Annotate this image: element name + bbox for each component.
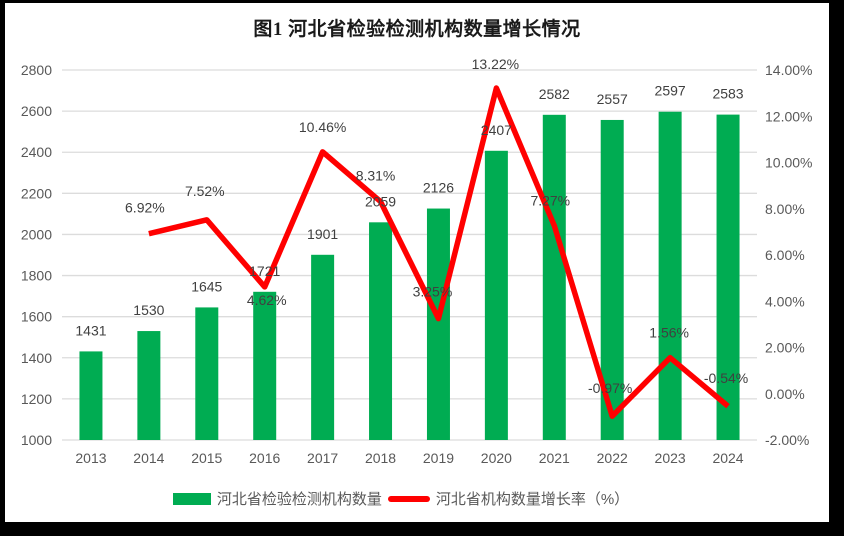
x-axis-tick-label: 2021 <box>539 450 570 466</box>
line-value-label: 6.92% <box>125 200 165 216</box>
bar-2024 <box>716 114 740 440</box>
line-value-label: 1.56% <box>649 325 689 341</box>
bar-value-label: 2126 <box>423 180 454 196</box>
bar-value-label: 2583 <box>712 86 743 102</box>
bar-2021 <box>542 114 566 441</box>
y-axis-right-tick-label: 0.00% <box>765 386 805 402</box>
bar-value-label: 2059 <box>365 193 396 209</box>
bar-2023 <box>658 111 682 440</box>
bar-2016 <box>253 291 277 440</box>
y-axis-right-tick-label: 2.00% <box>765 340 805 356</box>
line-value-label: 13.22% <box>472 56 519 72</box>
y-axis-left-tick-label: 2200 <box>21 185 52 201</box>
y-axis-right-tick-label: 12.00% <box>765 108 812 124</box>
x-axis-tick-label: 2018 <box>365 450 396 466</box>
y-axis-right-tick-label: -2.00% <box>765 432 809 448</box>
legend-line-label: 河北省机构数量增长率（%） <box>435 491 630 508</box>
line-value-label: 7.27% <box>530 193 570 209</box>
line-value-label: 7.52% <box>185 183 225 199</box>
legend-item-bars: 河北省检验检测机构数量 <box>172 488 382 509</box>
line-value-label: -0.97% <box>588 380 632 396</box>
x-axis-tick-label: 2020 <box>481 450 512 466</box>
bar-value-label: 2582 <box>539 86 570 102</box>
bar-2014 <box>137 331 161 440</box>
x-axis-tick-label: 2023 <box>655 450 686 466</box>
bar-value-label: 1721 <box>249 263 280 279</box>
x-axis-tick-label: 2017 <box>307 450 338 466</box>
bar-value-label: 2557 <box>597 91 628 107</box>
chart-plot: 1000 1200 1400 1600 1800 2000 2200 2400 2600 2800… <box>21 56 813 466</box>
bar-value-label: 2597 <box>655 83 686 99</box>
y-axis-right-tick-label: 8.00% <box>765 201 805 217</box>
x-axis-tick-label: 2013 <box>75 450 106 466</box>
bar-value-label: 1645 <box>191 278 222 294</box>
bar-2019 <box>426 208 450 440</box>
bar-2022 <box>600 119 624 440</box>
x-axis-tick-label: 2016 <box>249 450 280 466</box>
bar-2020 <box>484 150 508 441</box>
legend-item-line: 河北省机构数量增长率（%） <box>387 488 630 509</box>
line-series-swatch-icon <box>387 495 430 502</box>
y-axis-left-tick-label: 1600 <box>21 309 52 325</box>
y-axis-left-tick-label: 2600 <box>21 103 52 119</box>
line-value-label: 4.62% <box>247 292 287 308</box>
x-axis-tick-label: 2024 <box>712 450 743 466</box>
bar-series-swatch-icon <box>172 492 211 505</box>
x-axis-tick-label: 2019 <box>423 450 454 466</box>
bar-value-label: 1530 <box>133 302 164 318</box>
chart-title: 图1 河北省检验检测机构数量增长情况 <box>253 19 581 40</box>
y-axis-right-tick-label: 14.00% <box>765 62 812 78</box>
chart-frame: 图1 河北省检验检测机构数量增长情况 1000 1200 1400 1600 1800 2… <box>5 3 829 522</box>
bar-value-label: 2407 <box>481 122 512 138</box>
line-value-label: 3.25% <box>413 284 453 300</box>
bar-value-label: 1431 <box>75 322 106 338</box>
bar-2013 <box>79 351 103 440</box>
y-axis-left-tick-label: 1000 <box>21 432 52 448</box>
y-axis-left-tick-label: 1800 <box>21 268 52 284</box>
x-axis-tick-label: 2022 <box>597 450 628 466</box>
y-axis-left-tick-label: 2000 <box>21 226 52 242</box>
y-axis-left-tick-label: 2800 <box>21 62 52 78</box>
x-axis-tick-label: 2014 <box>133 450 164 466</box>
bar-2015 <box>195 307 219 440</box>
line-value-label: -0.54% <box>704 370 748 386</box>
chart-legend: 河北省检验检测机构数量 河北省机构数量增长率（%） <box>0 488 813 509</box>
line-value-label: 8.31% <box>356 168 396 184</box>
y-axis-left-tick-label: 1200 <box>21 391 52 407</box>
x-axis-tick-label: 2015 <box>191 450 222 466</box>
y-axis-right-tick-label: 4.00% <box>765 293 805 309</box>
y-axis-right-tick-label: 6.00% <box>765 247 805 263</box>
y-axis-left-tick-label: 2400 <box>21 144 52 160</box>
y-axis-left-tick-label: 1400 <box>21 350 52 366</box>
line-value-label: 10.46% <box>299 119 346 135</box>
bar-value-label: 1901 <box>307 226 338 242</box>
bar-2018 <box>369 222 393 440</box>
bar-2017 <box>311 254 335 440</box>
legend-bar-label: 河北省检验检测机构数量 <box>216 491 382 508</box>
growth-rate-line <box>148 85 730 419</box>
y-axis-right-tick-label: 10.00% <box>765 155 812 171</box>
